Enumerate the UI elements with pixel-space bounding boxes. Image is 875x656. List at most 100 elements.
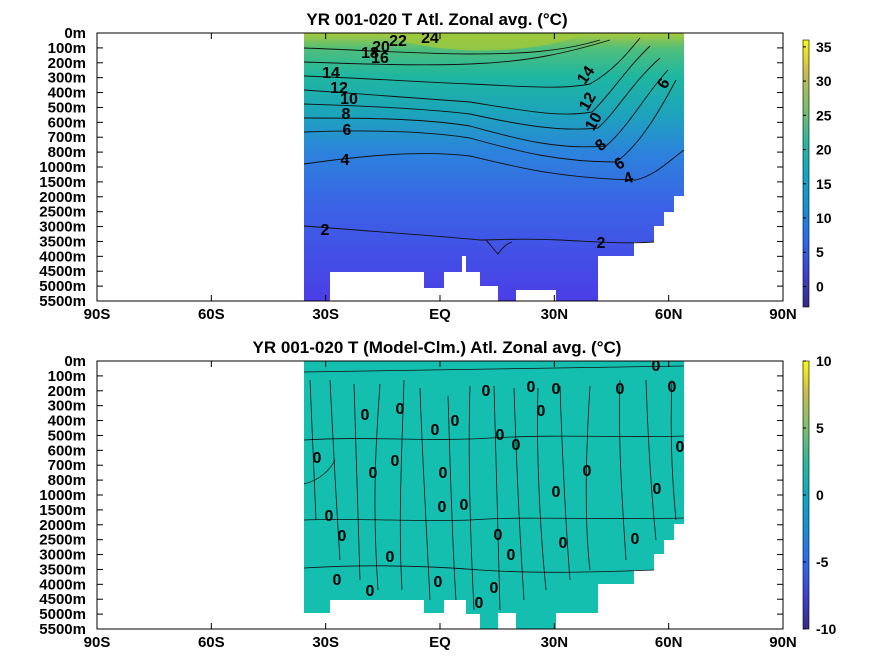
y-tick-label: 300m <box>48 70 86 87</box>
x-tick-label: 60N <box>655 634 683 651</box>
contour-label: 0 <box>366 583 375 600</box>
x-tick-label: 30N <box>541 306 569 323</box>
x-tick-label: 90S <box>84 306 111 323</box>
contour-lines <box>303 365 685 611</box>
y-tick-label: 5500m <box>39 621 86 638</box>
x-tick-label: EQ <box>429 306 451 323</box>
y-tick-label: 1000m <box>39 159 86 176</box>
contour-label: 0 <box>559 535 568 552</box>
contour-label: 0 <box>676 439 685 456</box>
contour-label: 0 <box>438 499 447 516</box>
contour-label: 0 <box>507 547 516 564</box>
y-tick-label: 500m <box>48 427 86 444</box>
colorbar-tick-label: 30 <box>816 73 832 89</box>
y-tick-label: 3500m <box>39 561 86 578</box>
y-tick-label: 5000m <box>39 606 86 623</box>
y-tick-label: 1500m <box>39 174 86 191</box>
y-tick-label: 5500m <box>39 293 86 310</box>
contour-label: 0 <box>313 450 322 467</box>
contour-label: 2 <box>597 235 606 252</box>
y-tick-label: 0m <box>64 25 86 42</box>
contour-label: 16 <box>371 50 389 67</box>
colorbar-tick-label: 10 <box>816 353 832 369</box>
y-tick-label: 200m <box>48 55 86 72</box>
x-tick-label: 60S <box>198 634 225 651</box>
y-tick-label: 400m <box>48 85 86 102</box>
x-tick-label: 60N <box>655 306 683 323</box>
y-tick-label: 600m <box>48 442 86 459</box>
contour-label: 0 <box>460 497 469 514</box>
contour-label: 0 <box>616 381 625 398</box>
y-tick-label: 600m <box>48 114 86 131</box>
x-tick-label: 30S <box>312 306 339 323</box>
x-tick-label: 30S <box>312 634 339 651</box>
contour-label: 0 <box>434 574 443 591</box>
contour-label: 0 <box>386 549 395 566</box>
contour-label: 0 <box>369 465 378 482</box>
colorbar-tick-label: -10 <box>816 621 836 637</box>
colorbar-tick-label: 15 <box>816 176 832 192</box>
y-tick-label: 3000m <box>39 547 86 564</box>
y-tick-label: 3000m <box>39 219 86 236</box>
contour-label: 20 <box>372 39 390 56</box>
contour-label: 24 <box>421 30 439 47</box>
x-tick-label: 90N <box>769 634 797 651</box>
y-tick-label: 100m <box>48 40 86 57</box>
y-tick-label: 1500m <box>39 502 86 519</box>
contour-label: 0 <box>552 381 561 398</box>
x-tick-label: 60S <box>198 306 225 323</box>
contour-label: 0 <box>361 407 370 424</box>
contour-label: 10 <box>340 91 358 108</box>
y-tick-label: 500m <box>48 99 86 116</box>
y-tick-label: 0m <box>64 353 86 370</box>
colorbar-tick-label: 5 <box>816 244 824 260</box>
contour-label: 10 <box>582 110 606 134</box>
contour-label: 0 <box>482 383 491 400</box>
contour-label: 2 <box>321 222 330 239</box>
contour-label: 0 <box>396 401 405 418</box>
temperature-field <box>304 33 684 301</box>
y-tick-label: 5000m <box>39 278 86 295</box>
contour-label: 0 <box>439 465 448 482</box>
x-tick-label: EQ <box>429 634 451 651</box>
y-tick-label: 800m <box>48 144 86 161</box>
contour-label: 0 <box>496 427 505 444</box>
chart-title: YR 001-020 T (Model-Clm.) Atl. Zonal avg… <box>253 338 622 357</box>
colorbar-tick-label: 10 <box>816 210 832 226</box>
x-axis: 90S 60S 30S EQ 30N 60N 90N <box>84 361 797 651</box>
panel-top: YR 001-020 T Atl. Zonal avg. (°C) <box>39 10 832 323</box>
y-tick-label: 100m <box>48 368 86 385</box>
colorbar-tick-label: 20 <box>816 142 832 158</box>
contour-label: 22 <box>389 33 407 50</box>
y-tick-label: 700m <box>48 457 86 474</box>
x-tick-label: 90S <box>84 634 111 651</box>
contour-label: 0 <box>325 508 334 525</box>
contour-label: 6 <box>343 122 352 139</box>
colorbar-tick-label: 25 <box>816 107 832 123</box>
y-tick-label: 1000m <box>39 487 86 504</box>
contour-label: 0 <box>652 358 661 375</box>
colorbar-tick-label: 0 <box>816 487 824 503</box>
contour-label: 0 <box>631 531 640 548</box>
y-tick-label: 2500m <box>39 204 86 221</box>
colorbar-ticks: 10 5 0 -5 -10 <box>803 353 836 637</box>
x-axis: 90S 60S 30S EQ 30N 60N 90N <box>84 33 797 323</box>
contour-label: 8 <box>342 106 351 123</box>
plot-area: 24 22 20 18 16 14 12 10 8 6 4 2 14 12 10… <box>97 30 783 301</box>
y-tick-label: 300m <box>48 398 86 415</box>
contour-label: 0 <box>391 453 400 470</box>
y-axis: 0m100m200m300m400m500m600m700m800m1000m1… <box>39 353 783 638</box>
colorbar: 10 5 0 -5 -10 <box>802 353 836 637</box>
y-axis: 0m100m200m300m400m500m600m700m800m1000m1… <box>39 25 783 310</box>
contour-label: 0 <box>527 379 536 396</box>
contour-label: 0 <box>490 580 499 597</box>
contour-label: 0 <box>333 572 342 589</box>
y-tick-label: 3500m <box>39 233 86 250</box>
y-tick-label: 4000m <box>39 248 86 265</box>
y-tick-label: 2500m <box>39 532 86 549</box>
colorbar-tick-label: 35 <box>816 39 832 55</box>
contour-label: 0 <box>668 379 677 396</box>
y-tick-label: 800m <box>48 472 86 489</box>
